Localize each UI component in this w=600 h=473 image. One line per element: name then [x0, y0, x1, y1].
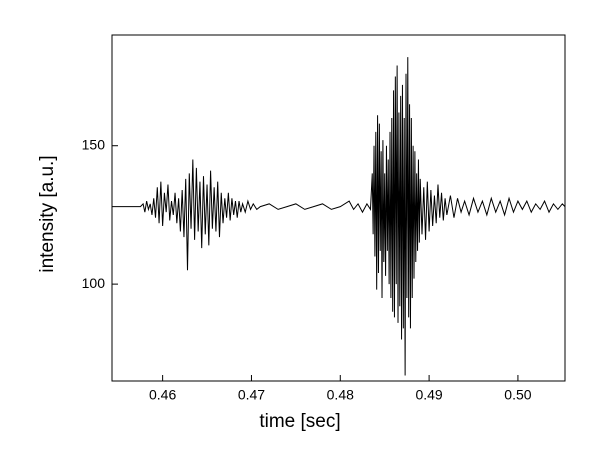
x-tick-label: 0.47	[238, 387, 265, 403]
x-axis-label: time [sec]	[259, 411, 340, 432]
x-tick-label: 0.49	[415, 387, 442, 403]
y-axis-label: intensity [a.u.]	[37, 155, 58, 272]
x-tick-label: 0.46	[149, 387, 176, 403]
plot-frame	[111, 34, 566, 382]
y-tick-label: 150	[82, 136, 106, 152]
y-tick-label: 100	[82, 275, 106, 291]
x-tick-label: 0.50	[504, 387, 531, 403]
x-tick-label: 0.48	[327, 387, 354, 403]
waveform-line	[112, 57, 566, 376]
